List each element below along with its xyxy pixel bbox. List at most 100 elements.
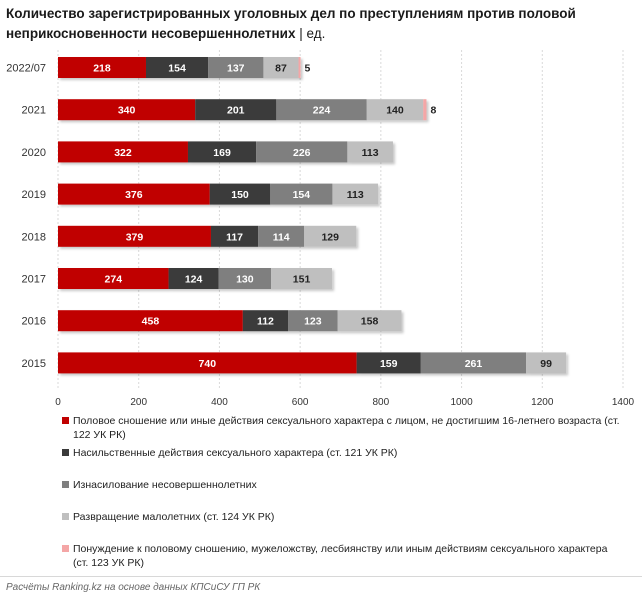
data-label: 158 [361, 316, 379, 328]
legend-item: Понуждение к половому сношению, мужеложс… [62, 542, 622, 570]
bar-segment [276, 99, 367, 121]
x-tick-label: 600 [292, 397, 309, 408]
y-tick-label: 2020 [22, 147, 46, 159]
chart-title: Количество зарегистрированных уголовных … [6, 4, 626, 44]
y-tick-label: 2016 [22, 316, 46, 328]
bar-segment [256, 141, 348, 163]
legend-item: Насильственные действия сексуального хар… [62, 446, 622, 460]
stacked-bar-chart: 218 154 137 87 5 340 201 224 140 8 322 169 226 113 376… [6, 50, 635, 408]
data-label: 140 [386, 105, 404, 117]
data-label: 129 [321, 231, 339, 243]
y-tick-label: 2015 [22, 358, 46, 370]
data-label: 87 [275, 63, 287, 75]
x-axis: 0 200 400 600 800 1000 1200 1400 [55, 397, 634, 408]
data-label: 261 [465, 358, 483, 370]
x-tick-label: 1400 [612, 397, 635, 408]
bar-row [58, 225, 357, 247]
data-label: 154 [168, 63, 186, 75]
bar-segment [58, 268, 169, 289]
bar-segment [195, 99, 277, 121]
bars [58, 57, 567, 374]
bar-segment [209, 183, 271, 205]
bar-segment [423, 99, 427, 121]
bar-segment [58, 352, 357, 374]
bar-segment [242, 310, 289, 332]
data-label: 159 [380, 358, 398, 370]
bar-row [58, 99, 427, 121]
legend-swatch [62, 449, 69, 456]
legend-swatch [62, 545, 69, 552]
bar-segment [218, 268, 272, 289]
x-tick-label: 0 [55, 397, 61, 408]
bar-segment [332, 183, 379, 205]
bar-segment [258, 225, 305, 247]
x-tick-label: 1000 [450, 397, 473, 408]
bar-row [58, 268, 333, 289]
source-note: Расчёты Ranking.kz на основе данных КПСи… [6, 582, 261, 593]
data-label: 458 [142, 316, 160, 328]
data-label: 226 [293, 147, 311, 159]
bar-row [58, 183, 379, 205]
bar-row [58, 141, 393, 163]
data-labels: 218 154 137 87 5 340 201 224 140 8 322 169 226 113 376… [93, 63, 552, 370]
bar-segment [145, 57, 209, 78]
x-tick-label: 800 [373, 397, 390, 408]
data-label: 274 [105, 274, 123, 286]
bar-segment [366, 99, 424, 121]
legend-label: Насильственные действия сексуального хар… [73, 447, 398, 459]
data-label: 114 [273, 231, 290, 243]
data-label: 150 [231, 189, 249, 201]
data-label: 379 [126, 231, 144, 243]
data-label: 5 [305, 63, 311, 75]
y-tick-label: 2018 [22, 231, 46, 243]
y-tick-label: 2021 [22, 105, 46, 117]
data-label: 113 [347, 189, 364, 201]
data-label: 151 [293, 274, 311, 286]
y-tick-label: 2019 [22, 189, 46, 201]
chart-title-unit: | ед. [295, 26, 326, 41]
data-label: 124 [185, 274, 203, 286]
legend-label: Изнасилование несовершеннолетних [73, 479, 257, 491]
bar-segment [288, 310, 338, 332]
bar-segment [58, 310, 243, 332]
bar-segment [270, 183, 333, 205]
x-tick-label: 400 [211, 397, 228, 408]
y-tick-label: 2017 [22, 274, 46, 286]
bar-segment [337, 310, 402, 332]
legend-swatch [62, 417, 69, 424]
x-tick-label: 1200 [531, 397, 554, 408]
bar-segment [347, 141, 393, 163]
bar-segment [263, 57, 299, 78]
data-label: 218 [93, 63, 111, 75]
data-label: 154 [293, 189, 311, 201]
data-label: 113 [362, 147, 379, 159]
data-label: 169 [213, 147, 231, 159]
bar-segment [58, 183, 210, 205]
bar-row [58, 57, 301, 78]
legend-item: Половое сношение или иные действия сексу… [62, 414, 622, 442]
data-label: 340 [118, 105, 136, 117]
data-label: 117 [226, 231, 243, 243]
bar-segment [58, 141, 188, 163]
chart-title-text: Количество зарегистрированных уголовных … [6, 6, 576, 41]
data-label: 201 [227, 105, 245, 117]
legend-swatch [62, 513, 69, 520]
bar-segment [526, 352, 567, 374]
legend-item: Изнасилование несовершеннолетних [62, 478, 622, 492]
bar-row [58, 310, 402, 332]
data-label: 99 [540, 358, 552, 370]
data-label: 8 [430, 105, 436, 117]
legend-label: Развращение малолетних (ст. 124 УК РК) [73, 511, 275, 523]
data-label: 123 [304, 316, 322, 328]
data-label: 740 [199, 358, 217, 370]
legend-label: Понуждение к половому сношению, мужеложс… [73, 543, 608, 569]
data-label: 112 [257, 316, 274, 328]
data-label: 376 [125, 189, 143, 201]
bar-segment [304, 225, 357, 247]
bar-segment [271, 268, 333, 289]
data-label: 322 [114, 147, 132, 159]
y-tick-label: 2022/07 [6, 63, 46, 75]
bar-segment [58, 99, 196, 121]
bar-segment [208, 57, 264, 78]
bar-segment [210, 225, 259, 247]
